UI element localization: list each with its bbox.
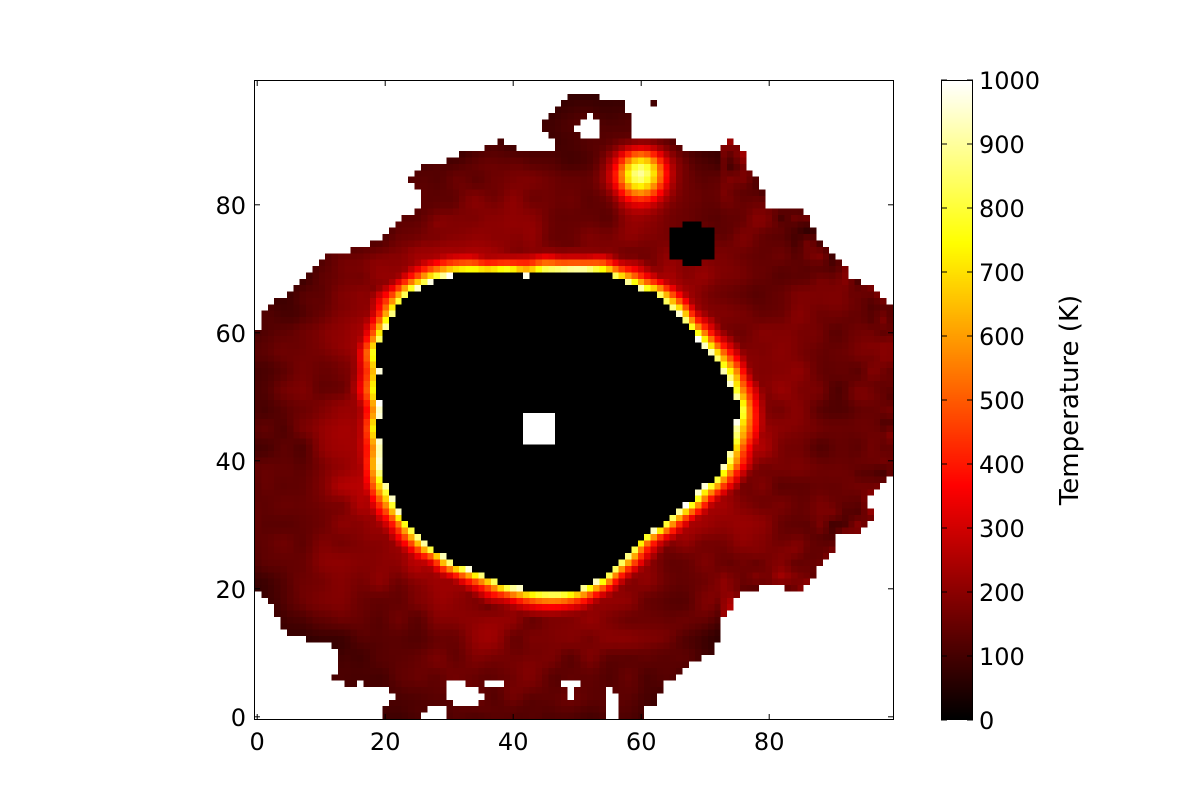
colorbar-tick-label: 900 (979, 131, 1025, 159)
y-tick-label: 80 (215, 192, 246, 220)
x-tick-label: 0 (250, 728, 265, 756)
colorbar-tick-label: 400 (979, 451, 1025, 479)
y-tick-label: 60 (215, 320, 246, 348)
colorbar-tick-label: 200 (979, 579, 1025, 607)
x-tick-label: 40 (498, 728, 529, 756)
y-tick-label: 0 (231, 704, 246, 732)
colorbar-tick-label: 600 (979, 323, 1025, 351)
x-tick-label: 60 (626, 728, 657, 756)
colorbar-tick-label: 700 (979, 259, 1025, 287)
colorbar-tick-label: 300 (979, 515, 1025, 543)
colorbar-label: Temperature (K) (1055, 295, 1085, 506)
colorbar-tick-label: 1000 (979, 67, 1040, 95)
y-tick-label: 40 (215, 448, 246, 476)
colorbar-tick-label: 500 (979, 387, 1025, 415)
colorbar-tick-label: 0 (979, 707, 994, 735)
x-tick-label: 80 (754, 728, 785, 756)
temperature-heatmap (255, 81, 893, 719)
y-tick-label: 20 (215, 576, 246, 604)
x-tick-label: 20 (370, 728, 401, 756)
colorbar-tick-label: 800 (979, 195, 1025, 223)
colorbar-tick-label: 100 (979, 643, 1025, 671)
colorbar-gradient (941, 80, 973, 720)
